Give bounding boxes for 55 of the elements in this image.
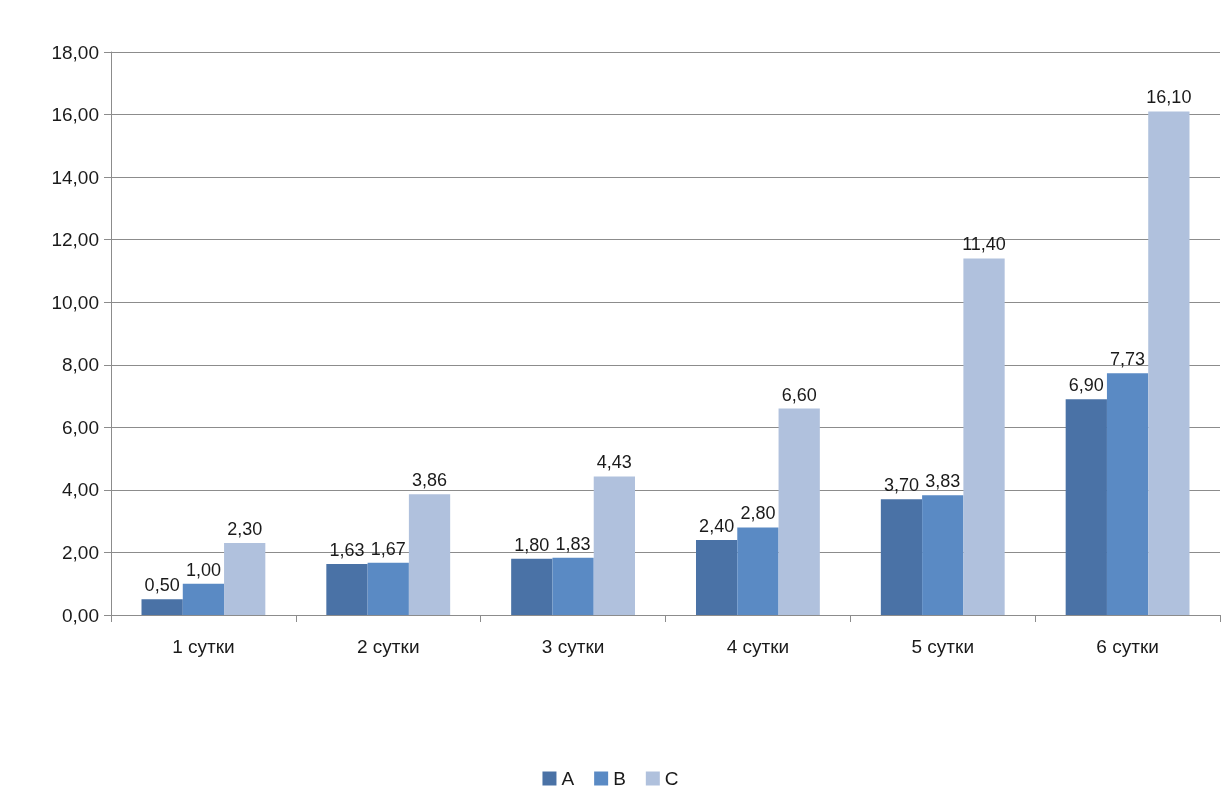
x-tick-label: 6 сутки xyxy=(1096,636,1159,657)
legend-label: B xyxy=(613,768,626,789)
bar xyxy=(1065,399,1107,615)
data-label: 6,90 xyxy=(1068,375,1104,396)
y-tick-label: 16,00 xyxy=(51,104,99,126)
x-tick-label: 2 сутки xyxy=(357,636,420,657)
data-label: 6,60 xyxy=(781,384,817,405)
data-label: 2,80 xyxy=(740,503,776,524)
bar xyxy=(696,539,738,615)
bar xyxy=(367,562,409,615)
y-tick-label: 12,00 xyxy=(51,229,99,251)
bar xyxy=(1148,111,1190,615)
y-tick-label: 6,00 xyxy=(62,416,99,438)
bar xyxy=(408,494,451,615)
data-label: 3,70 xyxy=(883,475,919,496)
x-tick-label: 5 сутки xyxy=(911,636,974,657)
bar xyxy=(737,527,779,615)
data-label: 7,73 xyxy=(1110,349,1146,370)
bar xyxy=(880,499,923,615)
legend-label: C xyxy=(664,768,679,789)
x-tick-label: 4 сутки xyxy=(726,636,790,657)
bar xyxy=(593,476,635,615)
y-tick-label: 18,00 xyxy=(51,41,99,63)
data-label: 11,40 xyxy=(962,234,1006,255)
bar xyxy=(326,564,368,615)
data-label: 1,83 xyxy=(555,533,591,554)
x-tick-label: 3 сутки xyxy=(541,636,605,657)
y-tick-label: 2,00 xyxy=(62,541,99,563)
y-tick-label: 14,00 xyxy=(51,166,99,188)
data-label: 1,00 xyxy=(185,559,221,580)
bar xyxy=(963,258,1005,615)
data-label: 3,83 xyxy=(925,471,961,492)
y-tick-label: 0,00 xyxy=(62,604,99,626)
bar xyxy=(1106,373,1149,615)
y-tick-label: 8,00 xyxy=(62,354,99,376)
y-tick-label: 4,00 xyxy=(62,479,99,501)
bar xyxy=(778,408,820,615)
bar xyxy=(224,543,266,615)
bar xyxy=(922,495,964,615)
bar xyxy=(552,557,594,615)
x-tick-label: 1 сутки xyxy=(172,636,235,657)
data-label: 4,43 xyxy=(596,452,632,473)
data-label: 0,50 xyxy=(144,575,180,596)
legend-label: A xyxy=(561,768,575,789)
data-label: 2,30 xyxy=(227,519,263,540)
data-label: 1,67 xyxy=(370,538,406,559)
bar xyxy=(182,583,225,615)
data-label: 1,63 xyxy=(329,540,365,561)
data-label: 1,80 xyxy=(514,534,550,555)
data-label: 3,86 xyxy=(412,470,448,491)
data-label: 2,40 xyxy=(699,515,735,536)
data-label: 16,10 xyxy=(1146,87,1192,108)
bar xyxy=(141,599,183,615)
y-tick-label: 10,00 xyxy=(51,291,99,313)
bar xyxy=(511,558,553,615)
